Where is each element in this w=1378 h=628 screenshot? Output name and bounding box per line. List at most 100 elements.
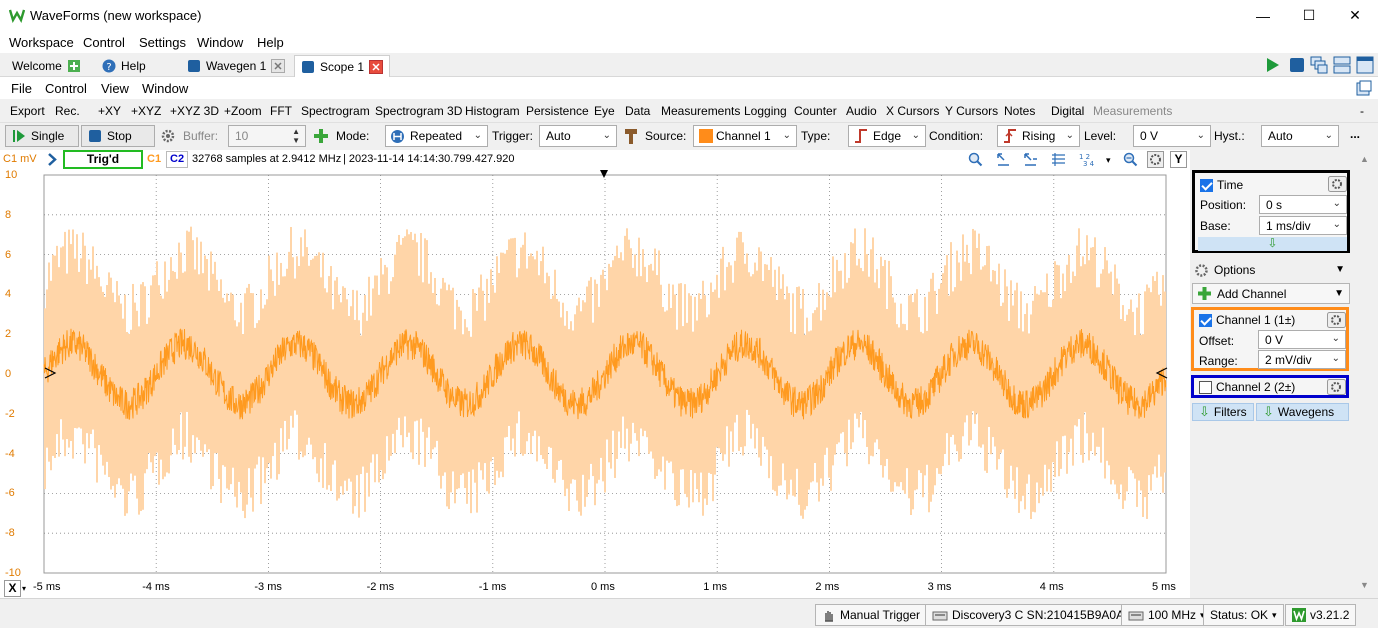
add-channel-button[interactable]: Add Channel ▼: [1192, 283, 1350, 304]
options-row[interactable]: Options ▼: [1194, 260, 1350, 280]
menu-scope-control[interactable]: Control: [45, 81, 87, 96]
tab-welcome[interactable]: Welcome: [6, 55, 87, 77]
range-select[interactable]: 2 mV/div ⌄: [1258, 350, 1346, 369]
mode-select[interactable]: Repeated ⌄: [385, 125, 488, 147]
menu-window[interactable]: Window: [197, 35, 244, 50]
filters-button[interactable]: ⇩ Filters: [1192, 403, 1254, 421]
plus-icon[interactable]: [67, 59, 81, 73]
more-options-button[interactable]: ...: [1350, 127, 1361, 141]
clock-button[interactable]: 100 MHz ▾: [1121, 604, 1212, 626]
menu-scope-window[interactable]: Window: [142, 81, 189, 96]
options-dropdown-icon[interactable]: ▼: [1335, 264, 1345, 275]
tool-measurements-dock[interactable]: Measurements: [1093, 104, 1173, 118]
menu-control[interactable]: Control: [83, 35, 125, 50]
panel-scroll-down[interactable]: ▼: [1360, 580, 1369, 590]
tab-scope-1[interactable]: Scope 1: [294, 55, 391, 77]
status-button[interactable]: Status: OK ▾: [1203, 604, 1284, 626]
trigger-select[interactable]: Auto ⌄: [539, 125, 617, 147]
level-select[interactable]: 0 V ⌄: [1133, 125, 1211, 147]
trigger-level-marker[interactable]: [1155, 367, 1168, 379]
run-all-icon[interactable]: [1264, 56, 1282, 74]
close-tab-icon[interactable]: [271, 59, 286, 73]
numbered-axis-icon[interactable]: 1 23 4: [1079, 152, 1097, 167]
menu-help[interactable]: Help: [257, 35, 284, 50]
tool-notes[interactable]: Notes: [1004, 104, 1036, 118]
tool-audio[interactable]: Audio: [846, 104, 877, 118]
tool-x-cursors[interactable]: X Cursors: [886, 104, 940, 118]
trigger-position-marker[interactable]: [600, 170, 608, 178]
tool-fft[interactable]: FFT: [270, 104, 292, 118]
cascade-windows-icon[interactable]: [1310, 56, 1328, 74]
chevron-down-icon[interactable]: ▾: [22, 584, 27, 593]
version-button[interactable]: v3.21.2: [1285, 604, 1357, 626]
settings-gear-icon[interactable]: [1147, 151, 1164, 168]
tool-spectrogram[interactable]: Spectrogram: [301, 104, 370, 118]
tool-persistence[interactable]: Persistence: [526, 104, 589, 118]
chevron-down-icon[interactable]: ▾: [1106, 155, 1111, 165]
close-tab-icon[interactable]: [369, 59, 384, 74]
single-button[interactable]: Single: [5, 125, 79, 147]
tool-measurements[interactable]: Measurements: [661, 104, 741, 118]
cursor-left-icon[interactable]: [996, 152, 1011, 167]
hyst-select[interactable]: Auto ⌄: [1261, 125, 1339, 147]
stop-all-icon[interactable]: [1288, 56, 1306, 74]
wavegens-button[interactable]: ⇩ Wavegens: [1256, 403, 1349, 421]
channel-2-checkbox[interactable]: [1199, 380, 1212, 394]
oscilloscope-plot[interactable]: 10 8 6 4 2 0 -2 -4 -6 -8 -10: [0, 169, 1190, 579]
c2-indicator[interactable]: C2: [166, 151, 189, 168]
tool-zoom[interactable]: +Zoom: [224, 104, 262, 118]
gear-icon[interactable]: [160, 128, 176, 144]
panel-scroll-up[interactable]: ▲: [1360, 154, 1369, 164]
add-channel-dropdown-icon[interactable]: ▼: [1334, 288, 1344, 299]
stepper-arrows-icon[interactable]: ▲ ▼: [292, 127, 300, 145]
gear-icon[interactable]: [1327, 312, 1346, 328]
device-button[interactable]: Discovery3 C SN:210415B9A0A5: [925, 604, 1138, 626]
tool-xyz[interactable]: +XYZ: [131, 104, 162, 118]
grid-lines-icon[interactable]: [1051, 152, 1066, 167]
cursor-right-icon[interactable]: [1023, 152, 1038, 167]
position-select[interactable]: 0 s ⌄: [1259, 195, 1347, 214]
tool-spectrogram-3d[interactable]: Spectrogram 3D: [375, 104, 463, 118]
c1-indicator[interactable]: C1: [147, 153, 162, 165]
expand-time-button[interactable]: ⇩: [1198, 237, 1347, 251]
plot-canvas[interactable]: [0, 169, 1190, 579]
source-select[interactable]: Channel 1 ⌄: [693, 125, 797, 147]
tabbed-windows-icon[interactable]: [1356, 56, 1374, 74]
menu-view[interactable]: View: [101, 81, 129, 96]
chevron-right-icon[interactable]: [46, 153, 58, 166]
tool-y-cursors[interactable]: Y Cursors: [945, 104, 999, 118]
tab-help[interactable]: ? Help: [96, 55, 152, 77]
tool-eye[interactable]: Eye: [594, 104, 615, 118]
tile-windows-icon[interactable]: [1333, 56, 1351, 74]
zoom-out-icon[interactable]: [1123, 152, 1138, 167]
zoom-icon[interactable]: [968, 152, 983, 167]
y-axis-button[interactable]: Y: [1170, 151, 1187, 168]
channel-1-offset-marker[interactable]: [44, 367, 57, 379]
tool-histogram[interactable]: Histogram: [465, 104, 520, 118]
menu-workspace[interactable]: Workspace: [9, 35, 74, 50]
add-icon[interactable]: [313, 128, 329, 144]
tool-xyz-3d[interactable]: +XYZ 3D: [170, 104, 220, 118]
maximize-button[interactable]: ☐: [1302, 7, 1316, 23]
close-button[interactable]: ✕: [1349, 7, 1361, 23]
gear-icon[interactable]: [1327, 379, 1346, 395]
condition-select[interactable]: Rising ⌄: [997, 125, 1080, 147]
hammer-icon[interactable]: [623, 127, 639, 145]
base-select[interactable]: 1 ms/div ⌄: [1259, 216, 1347, 235]
time-checkbox[interactable]: [1200, 178, 1213, 192]
menu-file[interactable]: File: [11, 81, 32, 96]
offset-select[interactable]: 0 V ⌄: [1258, 330, 1346, 349]
channel-1-checkbox[interactable]: [1199, 313, 1212, 327]
tool-counter[interactable]: Counter: [794, 104, 837, 118]
tools-collapse[interactable]: -: [1360, 104, 1364, 118]
manual-trigger-button[interactable]: Manual Trigger: [815, 604, 928, 626]
tool-xy[interactable]: +XY: [98, 104, 122, 118]
type-select[interactable]: Edge ⌄: [848, 125, 926, 147]
tool-logging[interactable]: Logging: [744, 104, 787, 118]
buffer-stepper[interactable]: 10 ▲ ▼: [228, 125, 306, 147]
gear-icon[interactable]: [1328, 176, 1347, 192]
tool-export[interactable]: Export: [10, 104, 45, 118]
stop-button[interactable]: Stop: [81, 125, 155, 147]
tool-rec[interactable]: Rec.: [55, 104, 80, 118]
tool-data[interactable]: Data: [625, 104, 651, 118]
